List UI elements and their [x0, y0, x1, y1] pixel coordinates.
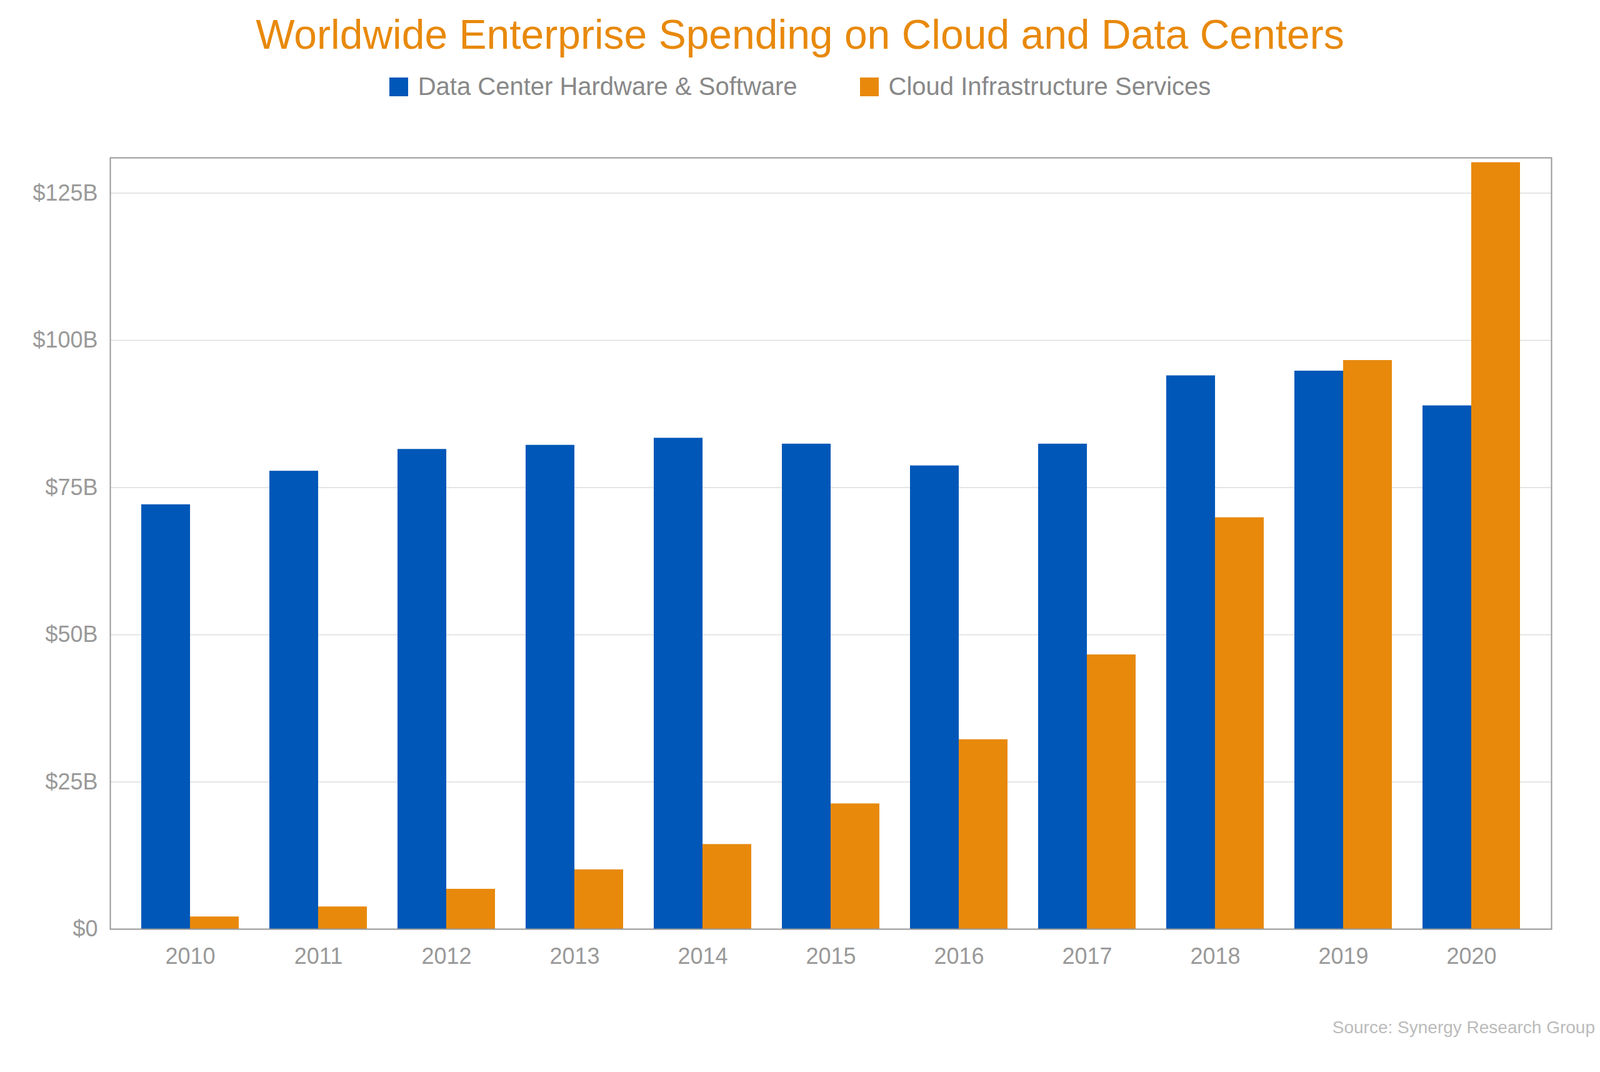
svg-text:2018: 2018: [1190, 943, 1240, 969]
svg-text:$75B: $75B: [45, 474, 98, 500]
html-text:Source: Synergy Research Group: Source: Synergy Research Group: [1332, 1017, 1595, 1037]
svg-text:2017: 2017: [1061, 943, 1112, 969]
svg-text:2015: 2015: [805, 943, 856, 969]
svg-text:$125B: $125B: [32, 180, 98, 206]
html-text:Data Center Hardware & Softwar: Data Center Hardware & Software: [417, 72, 798, 100]
svg-text:$50B: $50B: [45, 621, 98, 647]
svg-text:$100B: $100B: [32, 326, 98, 353]
svg-text:2013: 2013: [549, 943, 600, 969]
svg-text:2014: 2014: [677, 943, 728, 969]
svg-text:2020: 2020: [1446, 943, 1497, 969]
svg-text:$0: $0: [72, 915, 98, 942]
html-text:Worldwide Enterprise Spending: Worldwide Enterprise Spending on Cloud a…: [255, 11, 1345, 58]
svg-text:$25B: $25B: [45, 768, 98, 795]
svg-text:2019: 2019: [1318, 943, 1369, 969]
html-text:Cloud Infrastructure Services: Cloud Infrastructure Services: [888, 72, 1211, 100]
svg-text:2010: 2010: [165, 943, 215, 969]
svg-text:2012: 2012: [421, 943, 472, 969]
svg-text:2011: 2011: [294, 943, 343, 969]
svg-text:2016: 2016: [933, 943, 984, 969]
